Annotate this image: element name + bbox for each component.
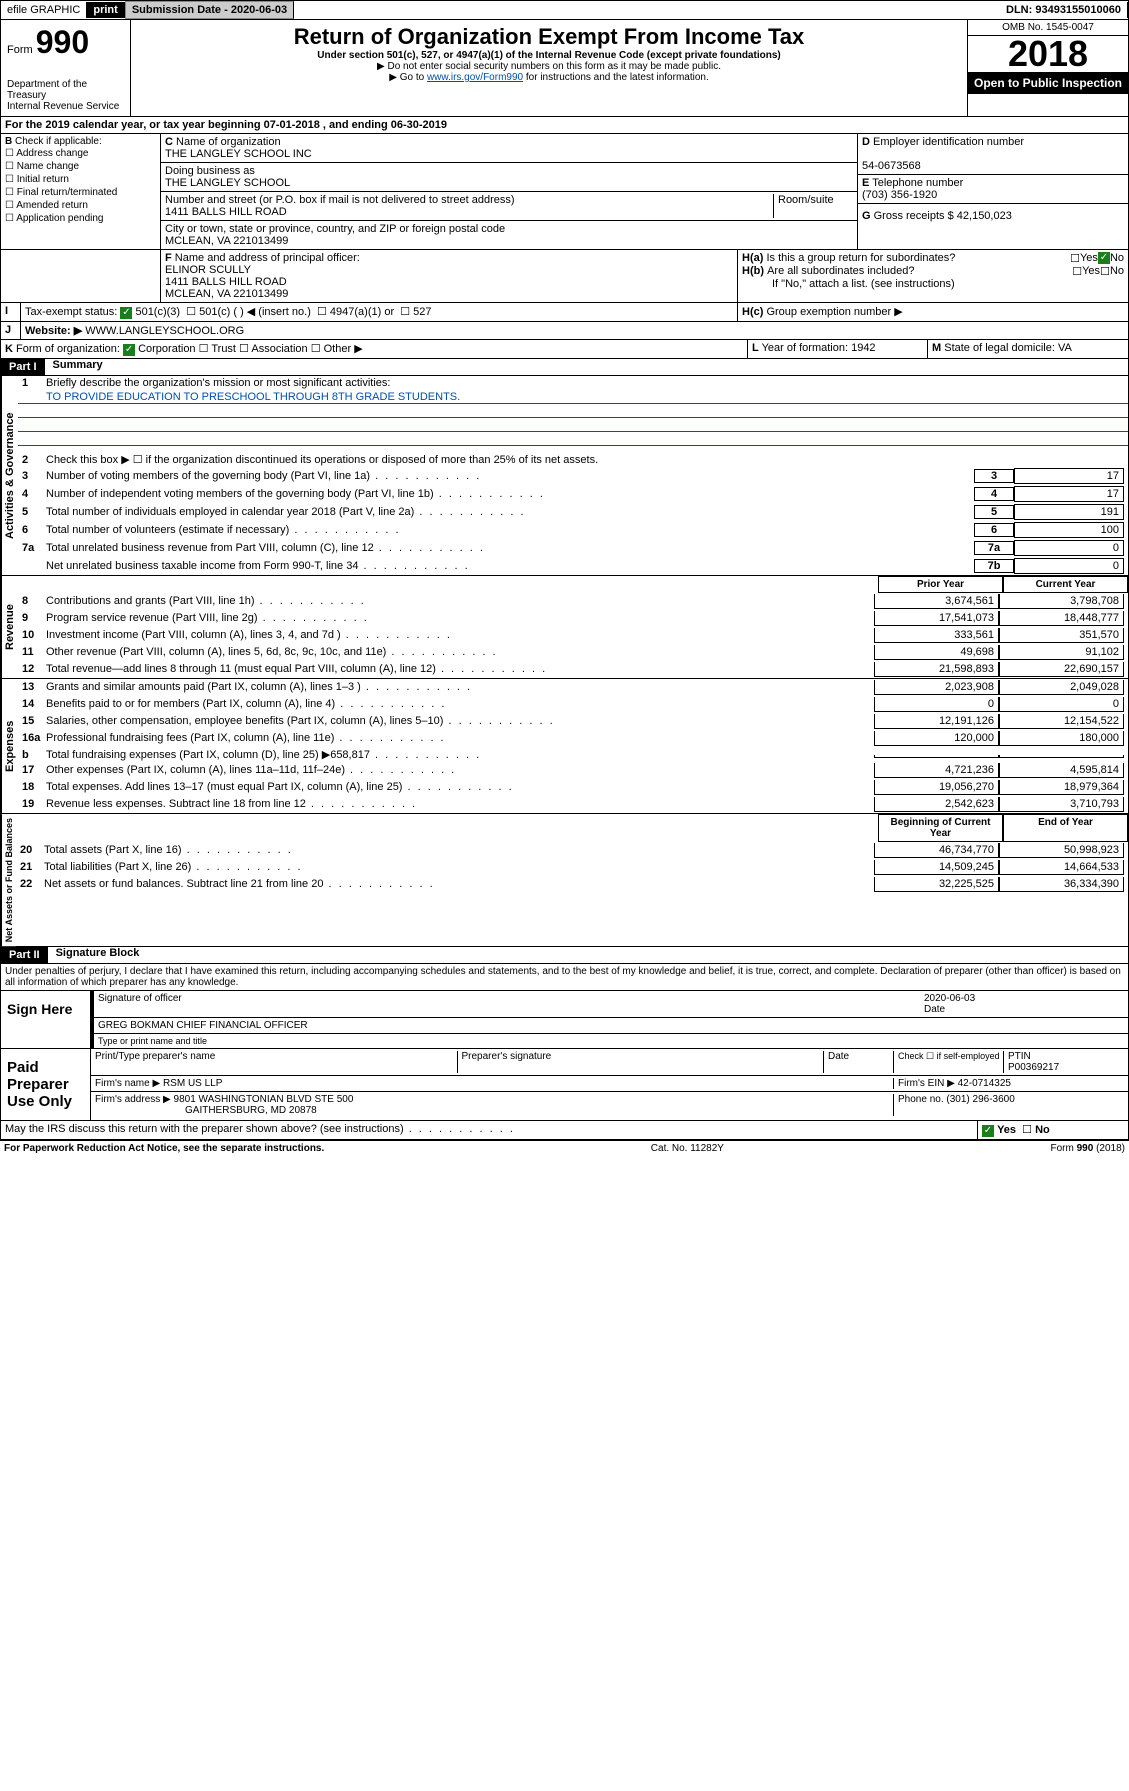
table-row: 14Benefits paid to or for members (Part … [18,696,1128,713]
col-begin: Beginning of Current Year [878,814,1003,842]
paid-preparer-label: Paid Preparer Use Only [1,1049,91,1120]
form-word: Form [7,44,33,56]
form-subtitle: Under section 501(c), 527, or 4947(a)(1)… [135,50,963,61]
paid-preparer-block: Paid Preparer Use Only Print/Type prepar… [0,1049,1129,1121]
table-row: 22Net assets or fund balances. Subtract … [16,876,1128,893]
table-row: 3Number of voting members of the governi… [18,467,1128,485]
firm-ein: 42-0714325 [958,1078,1011,1089]
room-suite: Room/suite [773,194,853,218]
table-row: 9Program service revenue (Part VIII, lin… [18,610,1128,627]
chk-address-change[interactable]: ☐ Address change [5,147,156,160]
table-row: 18Total expenses. Add lines 13–17 (must … [18,779,1128,796]
vtab-governance: Activities & Governance [1,376,18,575]
box-b: B Check if applicable: ☐ Address change … [1,134,161,249]
table-row: 16aProfessional fundraising fees (Part I… [18,730,1128,747]
table-row: 5Total number of individuals employed in… [18,503,1128,521]
check-icon: ✓ [120,307,132,319]
firm-addr2: GAITHERSBURG, MD 20878 [95,1105,317,1116]
part1-title: Summary [45,359,103,375]
org-city: MCLEAN, VA 221013499 [165,235,288,247]
note-ssn: ▶ Do not enter social security numbers o… [135,61,963,72]
tax-year: 2018 [968,36,1128,72]
table-row: 7aTotal unrelated business revenue from … [18,539,1128,557]
print-button[interactable]: print [87,2,124,18]
table-row: 17Other expenses (Part IX, column (A), l… [18,762,1128,779]
sign-date: 2020-06-03 [924,993,975,1004]
col-prior: Prior Year [878,576,1003,593]
col-end: End of Year [1003,814,1128,842]
officer-addr1: 1411 BALLS HILL ROAD [165,276,287,288]
part2-label: Part II [1,947,48,963]
org-dba: THE LANGLEY SCHOOL [165,177,290,189]
officer-name: ELINOR SCULLY [165,264,251,276]
form-title: Return of Organization Exempt From Incom… [135,24,963,50]
table-row: bTotal fundraising expenses (Part IX, co… [18,747,1128,762]
top-bar: efile GRAPHIC print Submission Date - 20… [0,0,1129,20]
check-icon: ✓ [982,1125,994,1137]
line2-text: Check this box ▶ ☐ if the organization d… [46,453,1124,466]
open-public-badge: Open to Public Inspection [968,72,1128,94]
vtab-netassets: Net Assets or Fund Balances [1,814,16,946]
table-row: 6Total number of volunteers (estimate if… [18,521,1128,539]
irs-link[interactable]: www.irs.gov/Form990 [427,72,523,83]
submission-date: Submission Date - 2020-06-03 [125,1,294,19]
table-row: 20Total assets (Part X, line 16)46,734,7… [16,842,1128,859]
check-icon: ✓ [123,344,135,356]
org-name: THE LANGLEY SCHOOL INC [165,148,312,160]
form-number: 990 [36,24,89,60]
form-header: Form 990 Department of the TreasuryInter… [0,20,1129,117]
website-url: WWW.LANGLEYSCHOOL.ORG [85,325,244,337]
firm-name: RSM US LLP [163,1078,222,1089]
perjury-text: Under penalties of perjury, I declare th… [1,964,1128,990]
table-row: Net unrelated business taxable income fr… [18,557,1128,575]
discuss-question: May the IRS discuss this return with the… [1,1121,978,1139]
table-row: 13Grants and similar amounts paid (Part … [18,679,1128,696]
chk-final-return[interactable]: ☐ Final return/terminated [5,186,156,199]
sign-here-label: Sign Here [1,991,91,1048]
ein: 54-0673568 [862,160,921,172]
dln: DLN: 93493155010060 [1000,2,1128,18]
phone: (703) 356-1920 [862,189,937,201]
form-ref: Form 990 (2018) [1051,1143,1125,1154]
vtab-revenue: Revenue [1,576,18,678]
identity-block: B Check if applicable: ☐ Address change … [0,134,1129,250]
page-footer: For Paperwork Reduction Act Notice, see … [0,1140,1129,1156]
vtab-expenses: Expenses [1,679,18,813]
part2-title: Signature Block [48,947,140,963]
firm-addr1: 9801 WASHINGTONIAN BLVD STE 500 [174,1094,354,1105]
col-current: Current Year [1003,576,1128,593]
table-row: 12Total revenue—add lines 8 through 11 (… [18,661,1128,678]
tax-period: For the 2019 calendar year, or tax year … [1,117,1128,133]
org-street: 1411 BALLS HILL ROAD [165,206,287,218]
domicile-state: VA [1058,342,1072,354]
table-row: 8Contributions and grants (Part VIII, li… [18,593,1128,610]
note-goto: ▶ Go to www.irs.gov/Form990 for instruct… [135,72,963,83]
cat-no: Cat. No. 11282Y [651,1143,724,1154]
chk-amended[interactable]: ☐ Amended return [5,199,156,212]
firm-phone: (301) 296-3600 [946,1094,1014,1105]
dept-treasury: Department of the TreasuryInternal Reven… [7,79,124,112]
year-formed: 1942 [851,342,875,354]
officer-signed-name: GREG BOKMAN CHIEF FINANCIAL OFFICER [98,1020,308,1031]
sign-here-block: Sign Here Signature of officer2020-06-03… [0,991,1129,1049]
table-row: 19Revenue less expenses. Subtract line 1… [18,796,1128,813]
officer-addr2: MCLEAN, VA 221013499 [165,288,288,300]
gross-receipts: 42,150,023 [957,210,1012,222]
table-row: 4Number of independent voting members of… [18,485,1128,503]
part1-label: Part I [1,359,45,375]
efile-label: efile GRAPHIC [1,2,87,18]
table-row: 15Salaries, other compensation, employee… [18,713,1128,730]
chk-initial-return[interactable]: ☐ Initial return [5,173,156,186]
table-row: 11Other revenue (Part VIII, column (A), … [18,644,1128,661]
chk-name-change[interactable]: ☐ Name change [5,160,156,173]
chk-app-pending[interactable]: ☐ Application pending [5,212,156,225]
table-row: 10Investment income (Part VIII, column (… [18,627,1128,644]
table-row: 21Total liabilities (Part X, line 26)14,… [16,859,1128,876]
ptin: P00369217 [1008,1062,1059,1073]
check-icon: ✓ [1098,252,1110,264]
mission-text: TO PROVIDE EDUCATION TO PRESCHOOL THROUG… [18,390,1128,404]
